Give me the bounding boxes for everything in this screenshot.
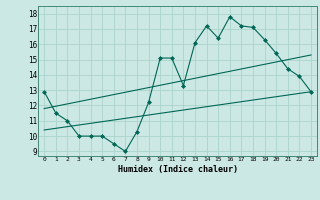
X-axis label: Humidex (Indice chaleur): Humidex (Indice chaleur) xyxy=(118,165,238,174)
